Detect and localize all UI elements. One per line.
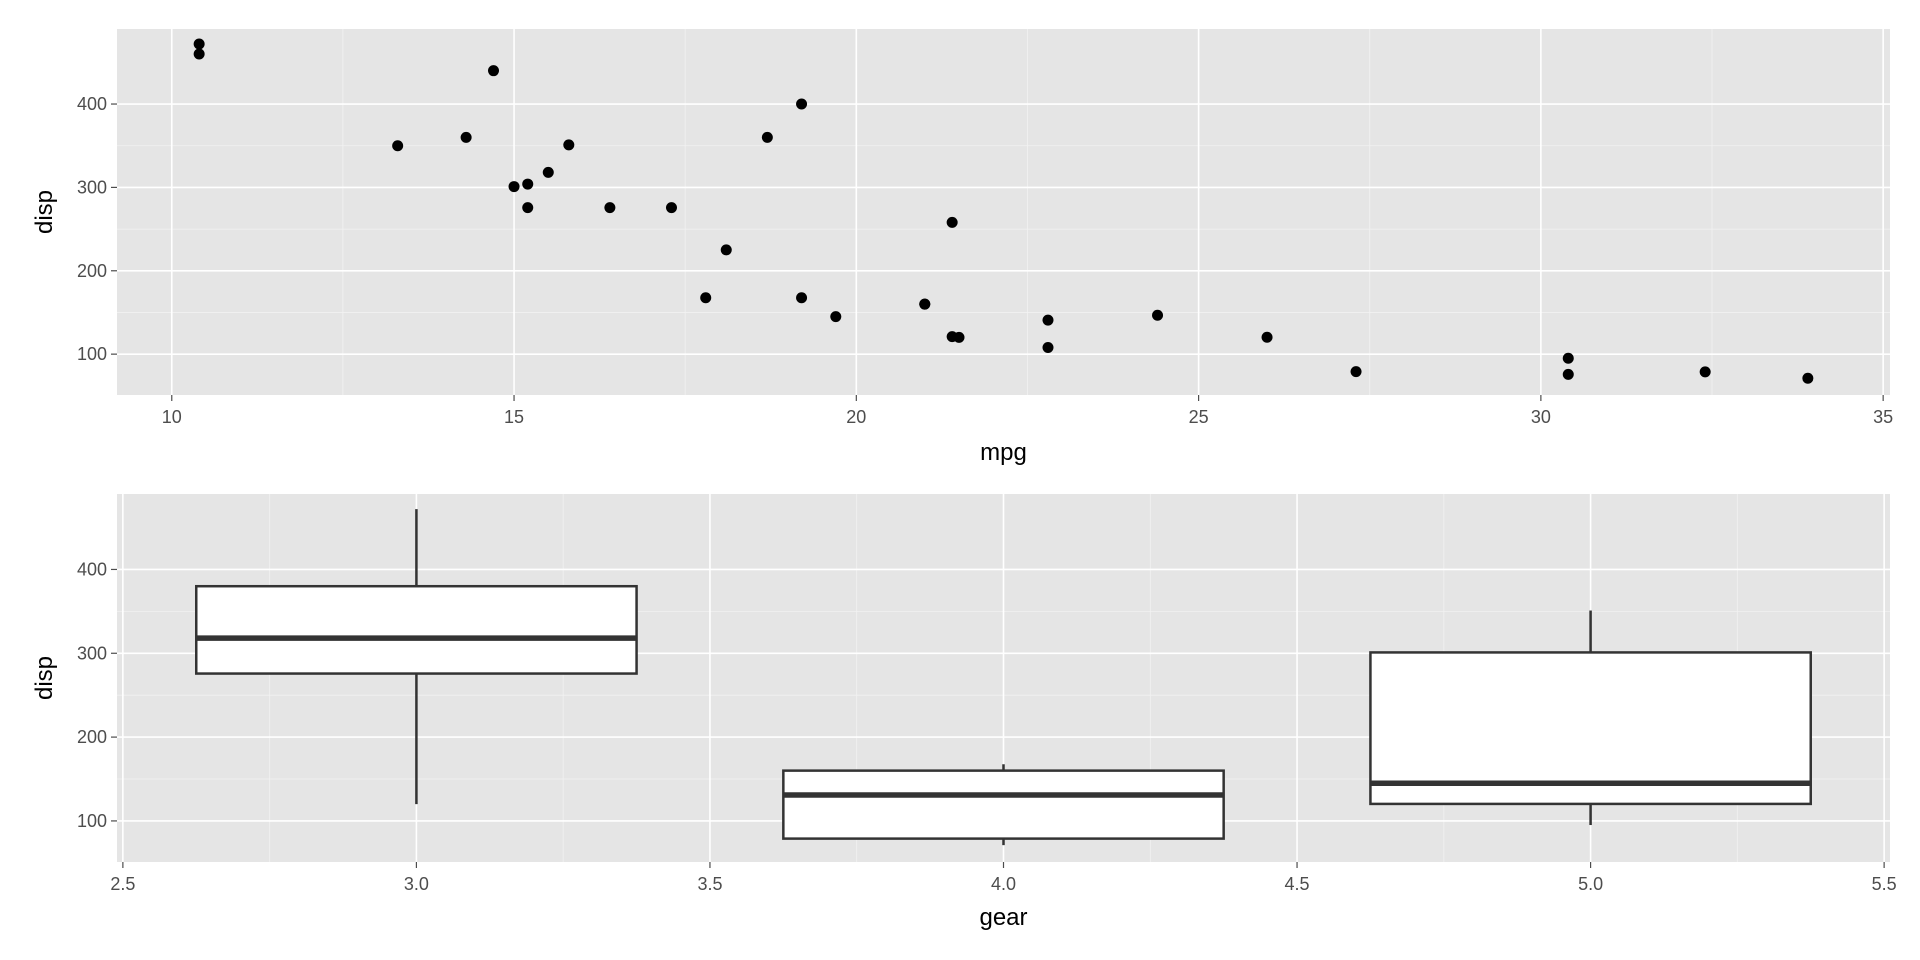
x-tick-label: 4.5: [1285, 874, 1310, 894]
data-point: [1562, 352, 1574, 364]
scatter-panel: 100 200 300 400 10 15 20 25 30 35 mpg disp: [31, 29, 1893, 466]
x-axis-title: mpg: [980, 439, 1027, 466]
y-tick-label: 100: [77, 344, 107, 364]
x-tick-label: 3.0: [404, 874, 429, 894]
data-point: [392, 140, 404, 152]
x-tick-label: 2.5: [110, 874, 135, 894]
data-point: [761, 131, 773, 143]
x-tick-label: 4.0: [991, 874, 1016, 894]
x-tick-label: 3.5: [697, 874, 722, 894]
x-tick-label: 20: [846, 407, 866, 427]
data-point: [665, 202, 677, 214]
y-axis-title: disp: [31, 190, 58, 234]
data-point: [796, 98, 808, 110]
x-tick-label: 5.5: [1872, 874, 1897, 894]
data-point: [1042, 314, 1054, 326]
box: [195, 584, 638, 675]
y-axis-title: disp: [31, 656, 58, 700]
data-point: [1152, 309, 1164, 321]
data-point: [1042, 341, 1054, 353]
data-point: [1350, 366, 1362, 378]
data-point: [700, 292, 712, 304]
data-point: [563, 139, 575, 151]
data-point: [1261, 331, 1273, 343]
data-point: [604, 202, 616, 214]
x-tick-label: 10: [162, 407, 182, 427]
boxplot-panel: 100 200 300 400 2.5 3.0 3.5 4.0 4.5 5.0 5.5 gear dis…: [31, 494, 1897, 931]
data-point: [1699, 366, 1711, 378]
box: [1369, 651, 1812, 806]
data-point: [460, 131, 472, 143]
y-tick-label: 200: [77, 261, 107, 281]
y-tick-label: 400: [77, 94, 107, 114]
y-tick-label: 300: [77, 643, 107, 663]
data-point: [919, 298, 931, 310]
y-tick-label: 100: [77, 811, 107, 831]
data-point: [193, 38, 205, 50]
data-point: [522, 178, 534, 190]
data-point: [1802, 372, 1814, 384]
plot-background: [117, 29, 1890, 395]
data-point: [508, 181, 520, 193]
x-tick-label: 35: [1873, 407, 1893, 427]
box: [782, 769, 1225, 840]
data-point: [1562, 368, 1574, 380]
x-tick-label: 15: [504, 407, 524, 427]
data-point: [720, 244, 732, 256]
x-tick-label: 5.0: [1578, 874, 1603, 894]
x-tick-label: 30: [1531, 407, 1551, 427]
data-point: [796, 292, 808, 304]
x-tick-label: 25: [1189, 407, 1209, 427]
data-point: [830, 311, 842, 323]
data-point: [522, 202, 534, 214]
data-point: [542, 166, 554, 178]
x-axis-title: gear: [979, 904, 1027, 931]
data-point: [488, 65, 500, 77]
data-point: [946, 216, 958, 228]
y-tick-label: 200: [77, 727, 107, 747]
data-point: [193, 48, 205, 60]
data-point: [946, 331, 958, 343]
y-tick-label: 300: [77, 177, 107, 197]
y-tick-label: 400: [77, 559, 107, 579]
